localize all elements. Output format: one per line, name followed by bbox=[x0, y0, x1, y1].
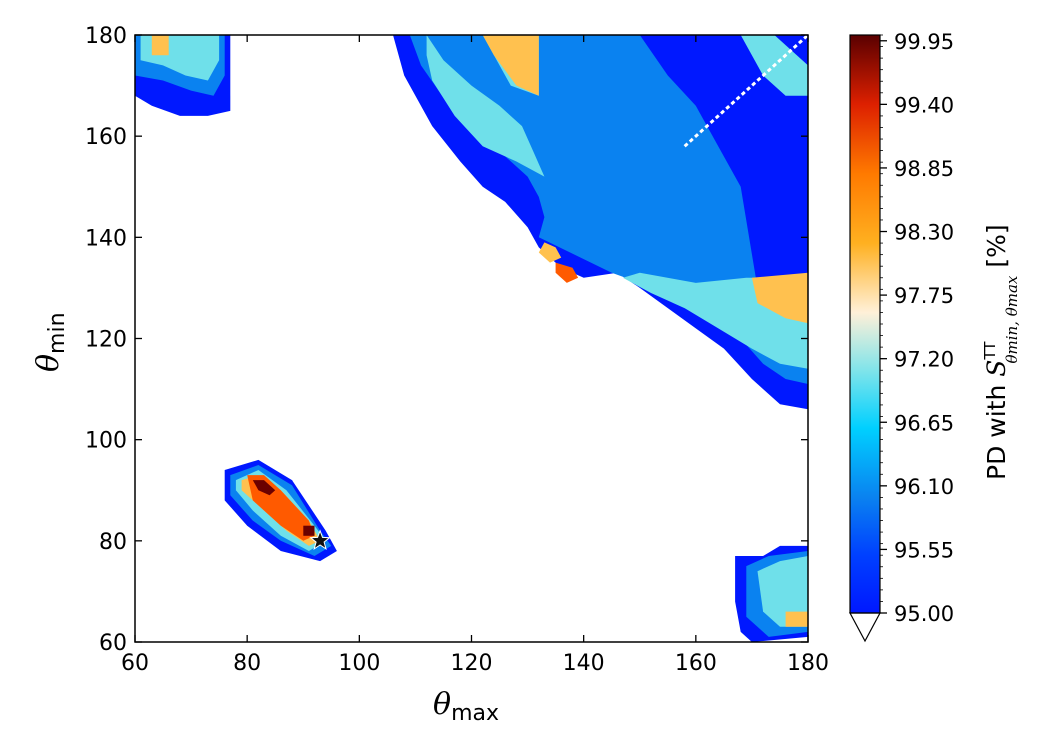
heatmap-region-98 bbox=[751, 272, 808, 324]
heatmap-regions bbox=[135, 35, 808, 642]
x-axis-ticks: 60 80 100 120 140 160 180 bbox=[121, 35, 829, 676]
best-fit-star-marker bbox=[309, 529, 331, 551]
y-tick-label: 60 bbox=[99, 631, 127, 656]
heatmap-region-100 bbox=[252, 480, 276, 496]
y-tick-label: 180 bbox=[85, 24, 127, 49]
colorbar-tick-label: 97.20 bbox=[894, 348, 954, 372]
y-tick-label: 140 bbox=[85, 226, 127, 251]
best-fit-star bbox=[309, 529, 331, 551]
x-tick-label: 80 bbox=[233, 651, 261, 676]
y-tick-label: 100 bbox=[85, 429, 127, 454]
heatmap-region-98 bbox=[538, 242, 562, 263]
x-tick-label: 140 bbox=[563, 651, 605, 676]
heatmap-region-99 bbox=[555, 262, 579, 283]
colorbar-ticks: 95.00 95.55 96.10 96.65 97.20 97.75 98.30 98.85… bbox=[880, 30, 954, 626]
heatmap-region-97 bbox=[426, 35, 545, 177]
heatmap-region-98 bbox=[151, 35, 169, 56]
x-tick-label: 180 bbox=[787, 651, 829, 676]
plot-area: 60 80 100 120 140 160 180 60 80 100 120 140 160 180 bbox=[85, 24, 829, 676]
y-axis-title: θmin bbox=[31, 312, 70, 372]
colorbar-tick-label: 95.00 bbox=[894, 602, 954, 626]
y-tick-label: 80 bbox=[99, 530, 127, 555]
colorbar-gradient bbox=[850, 35, 880, 613]
colorbar-tick-label: 95.55 bbox=[894, 538, 954, 562]
colorbar-tick-label: 98.30 bbox=[894, 221, 954, 245]
x-tick-label: 120 bbox=[451, 651, 493, 676]
y-tick-label: 160 bbox=[85, 125, 127, 150]
x-tick-label: 60 bbox=[121, 651, 149, 676]
heatmap-region-98 bbox=[785, 611, 808, 627]
colorbar: 95.00 95.55 96.10 96.65 97.20 97.75 98.30 98.85… bbox=[848, 30, 1021, 643]
colorbar-tick-label: 99.95 bbox=[894, 30, 954, 54]
heatmap-region-100 bbox=[303, 525, 315, 536]
colorbar-tick-label: 99.40 bbox=[894, 93, 954, 117]
y-tick-label: 120 bbox=[85, 328, 127, 353]
colorbar-tick-label: 97.75 bbox=[894, 284, 954, 308]
colorbar-title: PD with STT θmin, θmax [%] bbox=[981, 224, 1021, 480]
heatmap-region-98 bbox=[482, 35, 539, 96]
colorbar-extend-min bbox=[848, 612, 882, 643]
x-tick-label: 100 bbox=[338, 651, 380, 676]
colorbar-tick-label: 96.10 bbox=[894, 475, 954, 499]
colorbar-tick-label: 96.65 bbox=[894, 411, 954, 435]
x-axis-title: θmax bbox=[433, 687, 499, 726]
colorbar-tick-label: 98.85 bbox=[894, 157, 954, 181]
x-tick-label: 160 bbox=[675, 651, 717, 676]
y-axis-ticks: 60 80 100 120 140 160 180 bbox=[85, 24, 808, 656]
heatmap-region-97 bbox=[757, 556, 808, 627]
